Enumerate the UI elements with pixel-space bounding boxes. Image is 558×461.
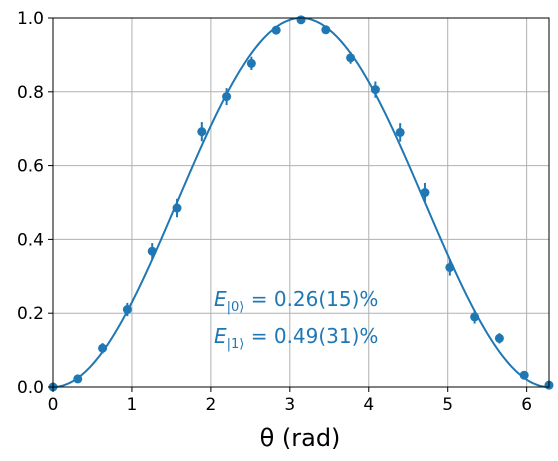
data-point [246,58,256,68]
data-point [494,333,504,343]
y-tick-label: 0.6 [17,157,44,177]
annotation-symbol: E [214,287,227,311]
y-tick-label: 0.0 [17,378,44,398]
x-tick-label: 5 [442,395,453,415]
x-tick-label: 2 [205,395,216,415]
data-point [222,92,232,102]
annotation-subscript: |0⟩ [227,300,245,315]
data-point [197,127,207,137]
annotation-error-state-0: E|0⟩ = 0.26(15)% [214,287,378,315]
annotation-symbol: E [214,324,227,348]
data-point [147,246,157,256]
data-point [445,262,455,272]
data-points-layer [48,15,554,392]
y-tick-label: 0.2 [17,304,44,324]
x-axis-label: θ (rad) [260,424,341,452]
y-tick-label: 0.4 [17,230,44,250]
data-point [519,370,529,380]
data-point [370,85,380,95]
data-point [296,15,306,25]
data-point [395,127,405,137]
x-tick-label: 6 [521,395,532,415]
annotation-subscript: |1⟩ [227,337,245,352]
data-point [271,25,281,35]
plot-frame [52,17,550,388]
x-tick-label: 0 [48,395,59,415]
annotation-value: = 0.26(15)% [244,287,378,311]
axis-ticks: 0 1 2 3 4 5 6 0.0 0.2 0.4 0.6 0.8 1.0 [17,9,532,415]
annotation-error-state-1: E|1⟩ = 0.49(31)% [214,324,378,352]
x-tick-label: 3 [284,395,295,415]
data-point [346,53,356,63]
y-tick-label: 1.0 [17,9,44,29]
x-tick-label: 1 [127,395,138,415]
data-point [470,312,480,322]
data-point [172,203,182,213]
y-tick-label: 0.8 [17,83,44,103]
annotation-value: = 0.49(31)% [244,324,378,348]
data-point [420,188,430,198]
data-point [98,343,108,353]
x-tick-label: 4 [363,395,374,415]
data-point [321,25,331,35]
data-point [122,305,132,315]
data-point [73,374,83,384]
